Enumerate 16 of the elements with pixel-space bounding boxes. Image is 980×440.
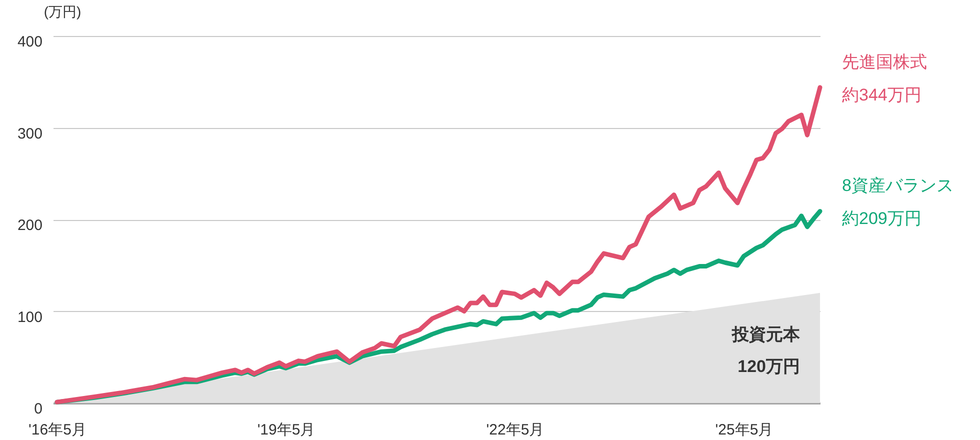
series-label: 投資元本 [731, 324, 801, 344]
y-tick-label: 300 [17, 125, 42, 142]
annotation: 120万円 [738, 357, 800, 376]
x-tick-label: '19年5月 [257, 422, 316, 438]
series-label: 先進国株式 [842, 52, 927, 72]
data-label: 約344万円 [842, 85, 922, 104]
y-tick-label: 100 [17, 308, 42, 326]
x-tick-label: '16年5月 [28, 422, 86, 438]
y-tick-label: 400 [17, 34, 42, 50]
y-tick-label: 200 [17, 217, 42, 234]
series-label: 8資産バランス [842, 176, 954, 196]
y-tick-label: 0 [34, 400, 42, 418]
y-axis-title: (万円) [44, 4, 82, 20]
x-tick-label: '22年5月 [486, 422, 544, 438]
x-tick-label: '25年5月 [715, 422, 774, 438]
data-label: 約209万円 [842, 209, 922, 228]
